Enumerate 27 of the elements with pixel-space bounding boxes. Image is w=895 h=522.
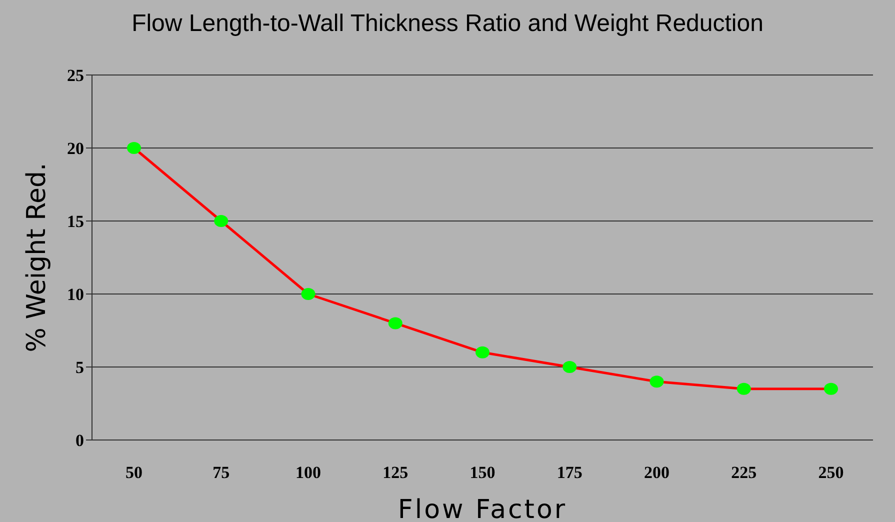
x-tick-label: 175 — [556, 463, 582, 482]
chart-title: Flow Length-to-Wall Thickness Ratio and Weight Reduction — [130, 10, 764, 38]
point — [824, 382, 838, 395]
y-tick-label: 25 — [67, 66, 84, 86]
x-tick-label: 75 — [212, 463, 230, 482]
point — [650, 376, 664, 388]
point — [388, 317, 402, 330]
point — [736, 382, 751, 395]
y-tick-label: 10 — [67, 285, 84, 304]
y-tick-label: 15 — [67, 212, 84, 232]
point — [476, 346, 490, 358]
y-axis-title: % Weight Red. — [22, 162, 52, 352]
y-tick-label: 0 — [76, 431, 84, 450]
point — [301, 288, 316, 300]
x-tick-label: 125 — [382, 463, 408, 482]
x-tick-label: 200 — [644, 463, 670, 482]
y-tick-label: 5 — [76, 358, 84, 378]
x-tick-label: 250 — [818, 463, 844, 482]
x-tick-label: 225 — [731, 463, 757, 482]
x-axis-title: Flow Factor — [398, 495, 568, 522]
point — [214, 215, 228, 227]
x-tick-label: 50 — [126, 463, 142, 482]
x-tick-label: 100 — [296, 463, 321, 482]
x-tick-label: 150 — [470, 463, 496, 482]
y-tick-label: 20 — [67, 139, 84, 158]
point — [127, 142, 141, 154]
point — [562, 361, 577, 373]
